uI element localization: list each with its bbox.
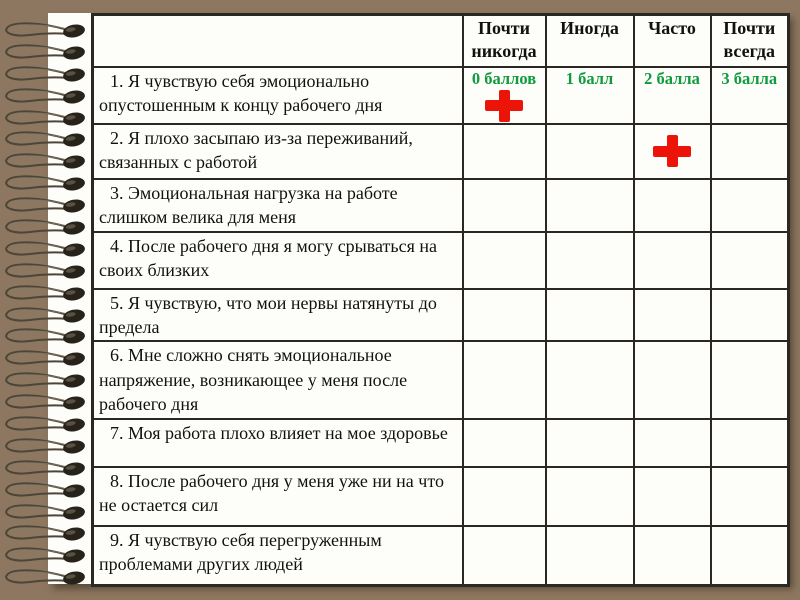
answer-cell: 3 балла	[709, 65, 790, 125]
plus-icon	[485, 89, 523, 122]
table-row: 4. После рабочего дня я могу срываться н…	[91, 230, 790, 290]
table-row: 5. Я чувствую, что мои нервы натянуты до…	[91, 287, 790, 343]
column-header-almost-always: Почти всегда	[709, 13, 790, 68]
answer-cell	[632, 287, 712, 343]
table-row: 1. Я чувствую себя эмоционально опустоше…	[91, 65, 790, 125]
answer-cell	[709, 122, 790, 180]
answer-cell	[461, 524, 547, 587]
table-row: 2. Я плохо засыпаю из-за переживаний, св…	[91, 122, 790, 180]
answer-cell	[632, 340, 712, 420]
answer-cell	[544, 524, 635, 587]
answer-cell	[461, 340, 547, 420]
table-row: 7. Моя работа плохо влияет на мое здоров…	[91, 417, 790, 468]
question-cell: 7. Моя работа плохо влияет на мое здоров…	[91, 417, 464, 468]
answer-cell	[632, 465, 712, 527]
answer-cell	[709, 340, 790, 420]
answer-cell	[632, 122, 712, 180]
table-row: 8. После рабочего дня у меня уже ни на ч…	[91, 465, 790, 527]
question-cell: 9. Я чувствую себя перегруженным проблем…	[91, 524, 464, 587]
question-cell: 1. Я чувствую себя эмоционально опустоше…	[91, 65, 464, 125]
answer-cell	[632, 177, 712, 233]
answer-cell	[709, 177, 790, 233]
column-header-almost-never: Почти никогда	[461, 13, 547, 68]
answer-cell	[544, 122, 635, 180]
answer-cell	[461, 287, 547, 343]
question-cell: 5. Я чувствую, что мои нервы натянуты до…	[91, 287, 464, 343]
answer-cell	[709, 465, 790, 527]
answer-cell	[544, 177, 635, 233]
answer-cell	[544, 340, 635, 420]
question-cell: 6. Мне сложно снять эмоциональное напряж…	[91, 340, 464, 420]
table-row: 9. Я чувствую себя перегруженным проблем…	[91, 524, 790, 587]
answer-cell: 1 балл	[544, 65, 635, 125]
answer-cell	[709, 417, 790, 468]
question-cell: 2. Я плохо засыпаю из-за переживаний, св…	[91, 122, 464, 180]
answer-cell	[544, 417, 635, 468]
question-cell: 3. Эмоциональная нагрузка на работе слиш…	[91, 177, 464, 233]
score-label: 1 балл	[565, 68, 614, 88]
corner-cell	[91, 13, 464, 68]
answer-cell	[709, 287, 790, 343]
answer-cell: 0 баллов	[461, 65, 547, 125]
score-label: 3 балла	[721, 68, 778, 88]
plus-icon	[653, 135, 691, 167]
burnout-questionnaire-table: Почти никогда Иногда Часто Почти всегда …	[91, 13, 790, 588]
table-row: 6. Мне сложно снять эмоциональное напряж…	[91, 340, 790, 420]
table-row: 3. Эмоциональная нагрузка на работе слиш…	[91, 177, 790, 233]
answer-cell	[632, 230, 712, 290]
answer-cell	[461, 177, 547, 233]
answer-cell	[544, 465, 635, 527]
answer-cell	[544, 230, 635, 290]
score-label: 0 баллов	[471, 68, 537, 88]
answer-cell	[709, 230, 790, 290]
question-cell: 4. После рабочего дня я могу срываться н…	[91, 230, 464, 290]
answer-cell	[461, 417, 547, 468]
answer-cell	[632, 524, 712, 587]
answer-cell	[461, 230, 547, 290]
question-cell: 8. После рабочего дня у меня уже ни на ч…	[91, 465, 464, 527]
answer-cell: 2 балла	[632, 65, 712, 125]
answer-cell	[461, 122, 547, 180]
column-header-sometimes: Иногда	[544, 13, 635, 68]
score-label: 2 балла	[644, 68, 700, 88]
answer-cell	[709, 524, 790, 587]
header-row: Почти никогда Иногда Часто Почти всегда	[91, 13, 790, 68]
answer-cell	[632, 417, 712, 468]
answer-cell	[461, 465, 547, 527]
answer-cell	[544, 287, 635, 343]
column-header-often: Часто	[632, 13, 712, 68]
